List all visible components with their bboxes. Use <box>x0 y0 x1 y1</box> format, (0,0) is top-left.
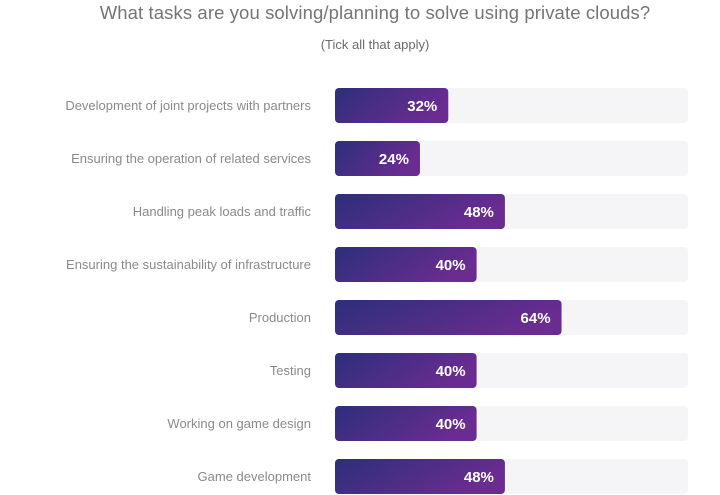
value-label-working-on-game-design: 40% <box>436 416 466 433</box>
category-label-handling-peak-loads-and-traffic: Handling peak loads and traffic <box>133 204 312 219</box>
bar-ensuring-the-operation-of-related-services <box>335 141 420 176</box>
category-label-working-on-game-design: Working on game design <box>167 416 311 431</box>
bar-track-ensuring-the-operation-of-related-services <box>335 141 688 176</box>
value-label-production: 64% <box>521 310 551 327</box>
value-label-game-development: 48% <box>464 469 494 486</box>
bar-handling-peak-loads-and-traffic <box>335 194 505 229</box>
category-label-development-of-joint-projects-with-partners: Development of joint projects with partn… <box>65 98 311 113</box>
category-label-testing: Testing <box>270 363 311 378</box>
value-label-ensuring-the-operation-of-related-services: 24% <box>379 151 409 168</box>
category-label-ensuring-the-sustainability-of-infrastructure: Ensuring the sustainability of infrastru… <box>66 257 311 272</box>
bars-group: Development of joint projects with partn… <box>65 88 688 494</box>
bar-development-of-joint-projects-with-partners <box>335 88 449 123</box>
value-label-handling-peak-loads-and-traffic: 48% <box>464 204 494 221</box>
category-label-game-development: Game development <box>198 469 312 484</box>
bar-testing <box>335 353 477 388</box>
category-label-ensuring-the-operation-of-related-services: Ensuring the operation of related servic… <box>71 151 311 166</box>
bar-production <box>335 300 562 335</box>
value-label-ensuring-the-sustainability-of-infrastructure: 40% <box>436 257 466 274</box>
bar-working-on-game-design <box>335 406 477 441</box>
bar-ensuring-the-sustainability-of-infrastructure <box>335 247 477 282</box>
chart-title: What tasks are you solving/planning to s… <box>99 2 651 23</box>
bar-game-development <box>335 459 505 494</box>
value-label-development-of-joint-projects-with-partners: 32% <box>407 98 437 115</box>
chart-subtitle: (Tick all that apply) <box>320 37 430 52</box>
value-label-testing: 40% <box>436 363 466 380</box>
category-label-production: Production <box>249 310 311 325</box>
